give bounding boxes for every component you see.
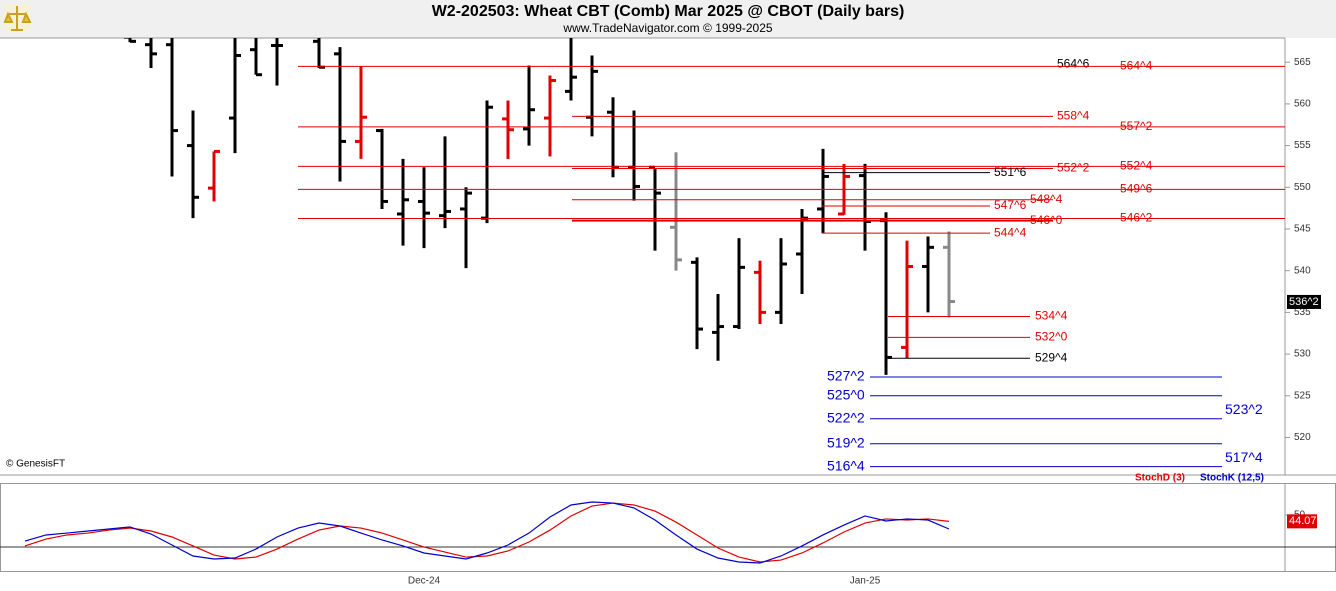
x-tick-label: Jan-25 — [850, 576, 881, 587]
level-label: 529^4 — [1035, 350, 1068, 364]
level-label: 525^0 — [827, 386, 865, 402]
value-label: 44.07 — [1289, 515, 1317, 527]
y-tick-label: 530 — [1294, 349, 1311, 360]
stoch-line — [24, 501, 950, 564]
level-label: 522^2 — [827, 409, 865, 425]
level-label: 551^6 — [994, 165, 1027, 179]
y-tick-label: 535 — [1294, 307, 1311, 318]
y-tick-label: 555 — [1294, 140, 1311, 151]
level-label: 557^2 — [1120, 119, 1153, 133]
stoch-line — [24, 502, 950, 563]
level-label: 517^4 — [1225, 449, 1263, 465]
value-label-box — [1287, 514, 1317, 529]
level-label: 546^2 — [1120, 211, 1153, 225]
level-label: 519^2 — [827, 434, 865, 450]
chart-subtitle: www.TradeNavigator.com © 1999-2025 — [562, 21, 772, 35]
level-label: 552^4 — [1120, 159, 1153, 173]
y-tick-label: 550 — [1294, 182, 1311, 193]
level-label: 544^4 — [994, 225, 1027, 239]
legend-entry: StochK (12,5) — [1200, 473, 1264, 484]
level-label: 546^0 — [1030, 213, 1063, 227]
x-tick-label: Dec-24 — [408, 576, 441, 587]
y-tick-label: 545 — [1294, 224, 1311, 235]
chart-title: W2-202503: Wheat CBT (Comb) Mar 2025 @ C… — [432, 3, 905, 20]
legend-entry: StochD (3) — [1135, 473, 1185, 484]
header-bg — [0, 0, 1336, 38]
last-price-label: 536^2 — [1289, 296, 1319, 308]
logo — [3, 4, 32, 32]
level-label: 549^6 — [1120, 182, 1153, 196]
price-plot — [124, 38, 955, 375]
level-label: 552^2 — [1057, 161, 1090, 175]
level-label: 564^6 — [1057, 56, 1090, 70]
level-label: 527^2 — [827, 368, 865, 384]
y-tick-label: 560 — [1294, 99, 1311, 110]
level-label: 516^4 — [827, 457, 865, 473]
level-label: 558^4 — [1057, 109, 1090, 123]
y-tick-label: 520 — [1294, 432, 1311, 443]
level-label: 532^0 — [1035, 330, 1068, 344]
y-tick-label: 525 — [1294, 390, 1311, 401]
y-tick-label: 565 — [1294, 57, 1311, 68]
last-price-box — [1287, 294, 1321, 309]
source: © GenesisFT — [6, 459, 65, 470]
level-label: 564^4 — [1120, 59, 1153, 73]
level-label: 523^2 — [1225, 401, 1263, 417]
stoch-panel — [0, 483, 1336, 572]
level-label: 548^4 — [1030, 192, 1063, 206]
level-label: 547^6 — [994, 198, 1027, 212]
level-label: 534^4 — [1035, 309, 1068, 323]
y-tick-label: 540 — [1294, 265, 1311, 276]
